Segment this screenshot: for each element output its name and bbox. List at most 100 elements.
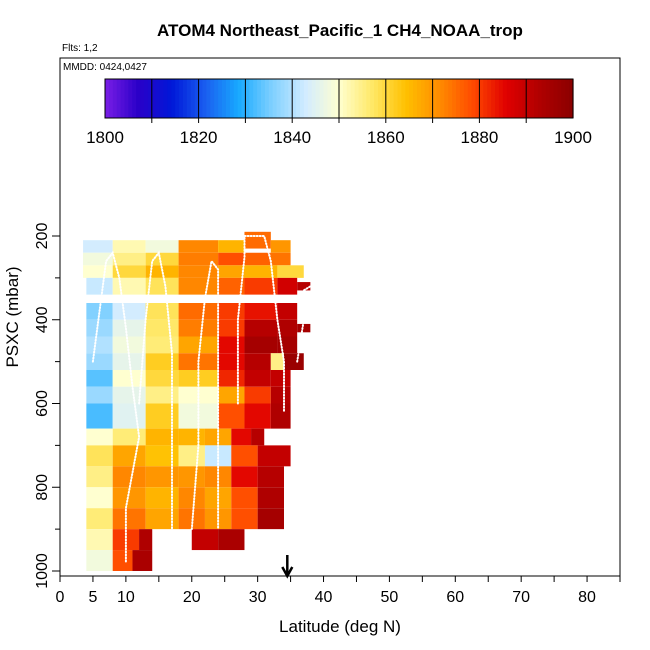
heatmap-cell	[86, 353, 113, 370]
heatmap-cell	[257, 445, 291, 467]
y-tick-label: 200	[34, 223, 51, 250]
y-tick-label: 800	[34, 474, 51, 501]
colorbar-swatch	[163, 79, 168, 118]
colorbar-swatch	[541, 79, 547, 118]
flights-label: Flts: 1,2	[62, 43, 98, 54]
heatmap-cell	[112, 303, 146, 320]
heatmap-cell	[218, 336, 245, 354]
colorbar-swatch	[108, 79, 114, 118]
colorbar-swatch	[194, 79, 200, 118]
colorbar-swatch	[296, 79, 301, 118]
colorbar-swatch	[151, 79, 157, 118]
heatmap-cell	[244, 265, 278, 278]
heatmap-cell	[244, 370, 271, 387]
heatmap-cell	[218, 319, 245, 337]
heatmap-cell	[112, 336, 146, 354]
heatmap-cell	[218, 277, 245, 295]
heatmap-cell	[112, 508, 146, 530]
heatmap-cell	[86, 386, 113, 404]
x-tick-label: 0	[56, 589, 65, 606]
colorbar-swatch	[335, 79, 340, 118]
x-tick-label: 70	[512, 589, 530, 606]
heatmap-cell	[218, 265, 245, 278]
colorbar-swatch	[518, 79, 523, 118]
colorbar-swatch	[428, 79, 434, 118]
colorbar-swatch	[249, 79, 254, 118]
colorbar-swatch	[362, 79, 367, 118]
colorbar-swatch	[128, 79, 133, 118]
colorbar-swatch	[280, 79, 285, 118]
colorbar-tick-label: 1900	[554, 128, 592, 147]
heatmap-cell	[178, 303, 219, 320]
heatmap-cell	[218, 303, 245, 320]
heatmap-cell	[145, 466, 179, 488]
heatmap-cell	[178, 336, 219, 354]
colorbar-swatch	[190, 79, 196, 118]
heatmap-cell	[277, 319, 298, 337]
x-axis-label: Latitude (deg N)	[279, 617, 401, 636]
colorbar-swatch	[292, 79, 297, 118]
colorbar-swatch	[276, 79, 282, 118]
heatmap-cell	[270, 386, 291, 404]
heatmap-cell	[270, 353, 284, 370]
colorbar-swatch	[261, 79, 266, 118]
colorbar-swatch	[288, 79, 293, 118]
colorbar-swatch	[303, 79, 309, 118]
colorbar-swatch	[319, 79, 324, 118]
colorbar-swatch	[448, 79, 453, 118]
heatmap-cell	[145, 487, 179, 509]
heatmap-cell	[218, 403, 245, 429]
colorbar-swatch	[218, 79, 223, 118]
colorbar-swatch	[522, 79, 527, 118]
heatmap-cell	[191, 529, 219, 551]
colorbar-swatch	[350, 79, 356, 118]
colorbar-swatch	[354, 79, 360, 118]
heatmap-cell	[251, 428, 265, 446]
colorbar-swatch	[463, 79, 469, 118]
colorbar-tick-label: 1880	[460, 128, 498, 147]
colorbar-swatch	[136, 79, 141, 118]
colorbar-swatch	[132, 79, 137, 118]
heatmap-cell	[145, 508, 179, 530]
x-tick-label: 40	[315, 589, 333, 606]
heatmap-cell	[139, 529, 153, 551]
heatmap-cell	[270, 240, 291, 253]
heatmap-cell	[178, 240, 219, 253]
heatmap-cell	[83, 240, 113, 253]
colorbar-swatch	[272, 79, 278, 118]
colorbar-swatch	[378, 79, 383, 118]
colorbar-swatch	[245, 79, 250, 118]
date-label: MMDD: 0424,0427	[63, 62, 147, 73]
heatmap-cell	[178, 265, 219, 278]
heatmap-cell	[112, 252, 146, 266]
heatmap-cell	[112, 370, 146, 387]
colorbar-swatch	[385, 79, 391, 118]
marker-arrowhead	[281, 566, 294, 579]
heatmap-cell	[178, 319, 219, 337]
colorbar-swatch	[491, 79, 496, 118]
heatmap-cell	[86, 508, 113, 530]
colorbar-swatch	[510, 79, 516, 118]
heatmap-cell	[178, 466, 205, 488]
colorbar-swatch	[397, 79, 402, 118]
heatmap-cell	[218, 529, 245, 551]
colorbar-swatch	[264, 79, 270, 118]
colorbar-swatch	[175, 79, 180, 118]
colorbar-swatch	[144, 79, 149, 118]
colorbar-swatch	[311, 79, 317, 118]
colorbar-swatch	[140, 79, 145, 118]
colorbar-swatch	[237, 79, 243, 118]
colorbar-swatch	[346, 79, 352, 118]
colorbar-swatch	[526, 79, 531, 118]
colorbar-swatch	[479, 79, 484, 118]
colorbar-swatch	[514, 79, 519, 118]
colorbar-swatch	[393, 79, 399, 118]
heatmap-cell	[86, 336, 113, 354]
colorbar-swatch	[225, 79, 231, 118]
heatmap-cells	[83, 231, 311, 571]
colorbar-labels: 1800 1820 1840 1860 1880 1900	[86, 128, 592, 147]
colorbar-swatch	[241, 79, 246, 118]
heatmap-cell	[244, 252, 271, 266]
colorbar-swatch	[183, 79, 188, 118]
colorbar-swatch	[331, 79, 336, 118]
